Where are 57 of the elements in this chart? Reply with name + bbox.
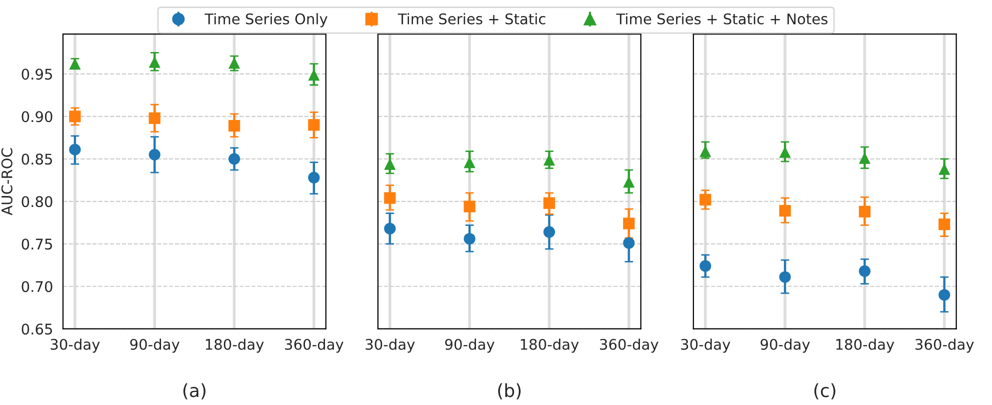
x-tick-label: 360-day [915,338,974,353]
x-tick-label: 360-day [285,338,344,353]
legend-label: Time Series + Static + Notes [616,13,828,24]
x-tick-label: 90-day [760,338,810,353]
point [938,163,950,175]
point [384,158,396,170]
point [858,152,870,164]
point [543,197,556,209]
x-tick-label: 30-day [50,338,100,353]
point [69,110,81,122]
x-axis-title: (c) [814,383,836,400]
point [384,192,396,204]
y-tick-label: 0.85 [22,154,52,165]
point [858,206,870,218]
point [148,148,160,160]
x-axis-title: (b) [498,383,521,400]
point [779,204,791,217]
point [228,57,240,69]
x-tick-label: 90-day [445,338,494,353]
point [464,200,476,212]
y-tick-label: 0.80 [22,196,52,208]
y-tick-label: 0.75 [22,238,52,250]
point [938,289,950,301]
point [779,271,791,283]
point [700,260,712,272]
y-tick-label: 0.65 [22,324,52,335]
point [623,218,635,230]
point [384,222,396,234]
y-tick-label: 0.70 [22,281,52,292]
x-tick-label: 30-day [681,338,730,353]
x-tick-label: 90-day [130,338,180,353]
point [69,144,81,156]
point [148,56,160,68]
point [938,218,950,230]
x-tick-label: 360-day [600,338,658,353]
point [464,232,476,245]
point [228,153,240,165]
x-tick-label: 180-day [520,338,579,353]
point [623,176,635,188]
x-tick-label: 180-day [836,338,894,353]
point [700,194,712,206]
x-axis-title: (a) [183,383,206,400]
point [308,119,320,131]
x-tick-label: 180-day [206,338,264,353]
y-axis-title: AUC-ROC [1,148,12,216]
point [623,237,635,249]
point [228,120,240,132]
point [858,265,870,277]
x-tick-label: 30-day [366,338,415,353]
point [308,172,320,184]
point [148,112,160,124]
legend-label: Time Series Only [204,13,328,28]
point [543,226,556,238]
point [464,156,476,168]
y-tick-label: 0.95 [22,68,52,80]
legend-label: Time Series + Static [398,13,546,24]
y-tick-label: 0.90 [22,111,52,122]
